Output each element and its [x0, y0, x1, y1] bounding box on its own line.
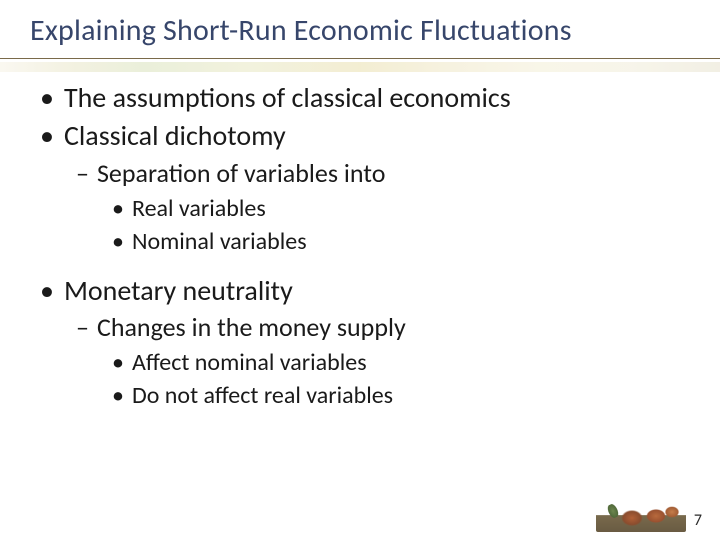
bullet-text: Separation of variables into: [97, 157, 680, 191]
bullet-icon: •: [112, 193, 124, 224]
bullet-text: Monetary neutrality: [64, 273, 680, 309]
body-content: •The assumptions of classical economics•…: [40, 80, 680, 414]
bullet-lvl2: –Separation of variables into: [76, 157, 680, 191]
bullet-icon: •: [112, 347, 124, 378]
bullet-text: Changes in the money supply: [97, 311, 680, 345]
bullet-icon: •: [40, 80, 54, 116]
bullet-icon: •: [112, 380, 124, 411]
page-title: Explaining Short-Run Economic Fluctuatio…: [30, 12, 700, 49]
bullet-text: Real variables: [132, 193, 680, 224]
page-number: 7: [694, 511, 702, 530]
bullet-lvl1: • Monetary neutrality: [40, 273, 680, 309]
bullet-lvl2: –Changes in the money supply: [76, 311, 680, 345]
dash-icon: –: [76, 157, 89, 191]
bullet-text: The assumptions of classical economics: [64, 80, 680, 116]
underline-band: [0, 62, 720, 72]
title-underline: [0, 58, 720, 76]
bullet-icon: •: [40, 118, 54, 154]
bullet-lvl3: • Nominal variables: [112, 226, 680, 257]
bullet-icon: •: [112, 226, 124, 257]
decorative-corner-art: [596, 498, 686, 532]
bullet-text: Nominal variables: [132, 226, 680, 257]
bullet-lvl3: • Real variables: [112, 193, 680, 224]
title-text: Explaining Short-Run Economic Fluctuatio…: [30, 12, 572, 49]
underline-thin: [0, 58, 720, 59]
bullet-text: Do not affect real variables: [132, 380, 680, 411]
bullet-lvl1: • The assumptions of classical economics: [40, 80, 680, 116]
bullet-text: Affect nominal variables: [132, 347, 680, 378]
bullet-lvl1: • Classical dichotomy: [40, 118, 680, 154]
bullet-text: Classical dichotomy: [64, 118, 680, 154]
bullet-icon: •: [40, 273, 54, 309]
bullet-lvl3: • Affect nominal variables: [112, 347, 680, 378]
bullet-lvl3: • Do not affect real variables: [112, 380, 680, 411]
dash-icon: –: [76, 311, 89, 345]
slide: Explaining Short-Run Economic Fluctuatio…: [0, 0, 720, 540]
